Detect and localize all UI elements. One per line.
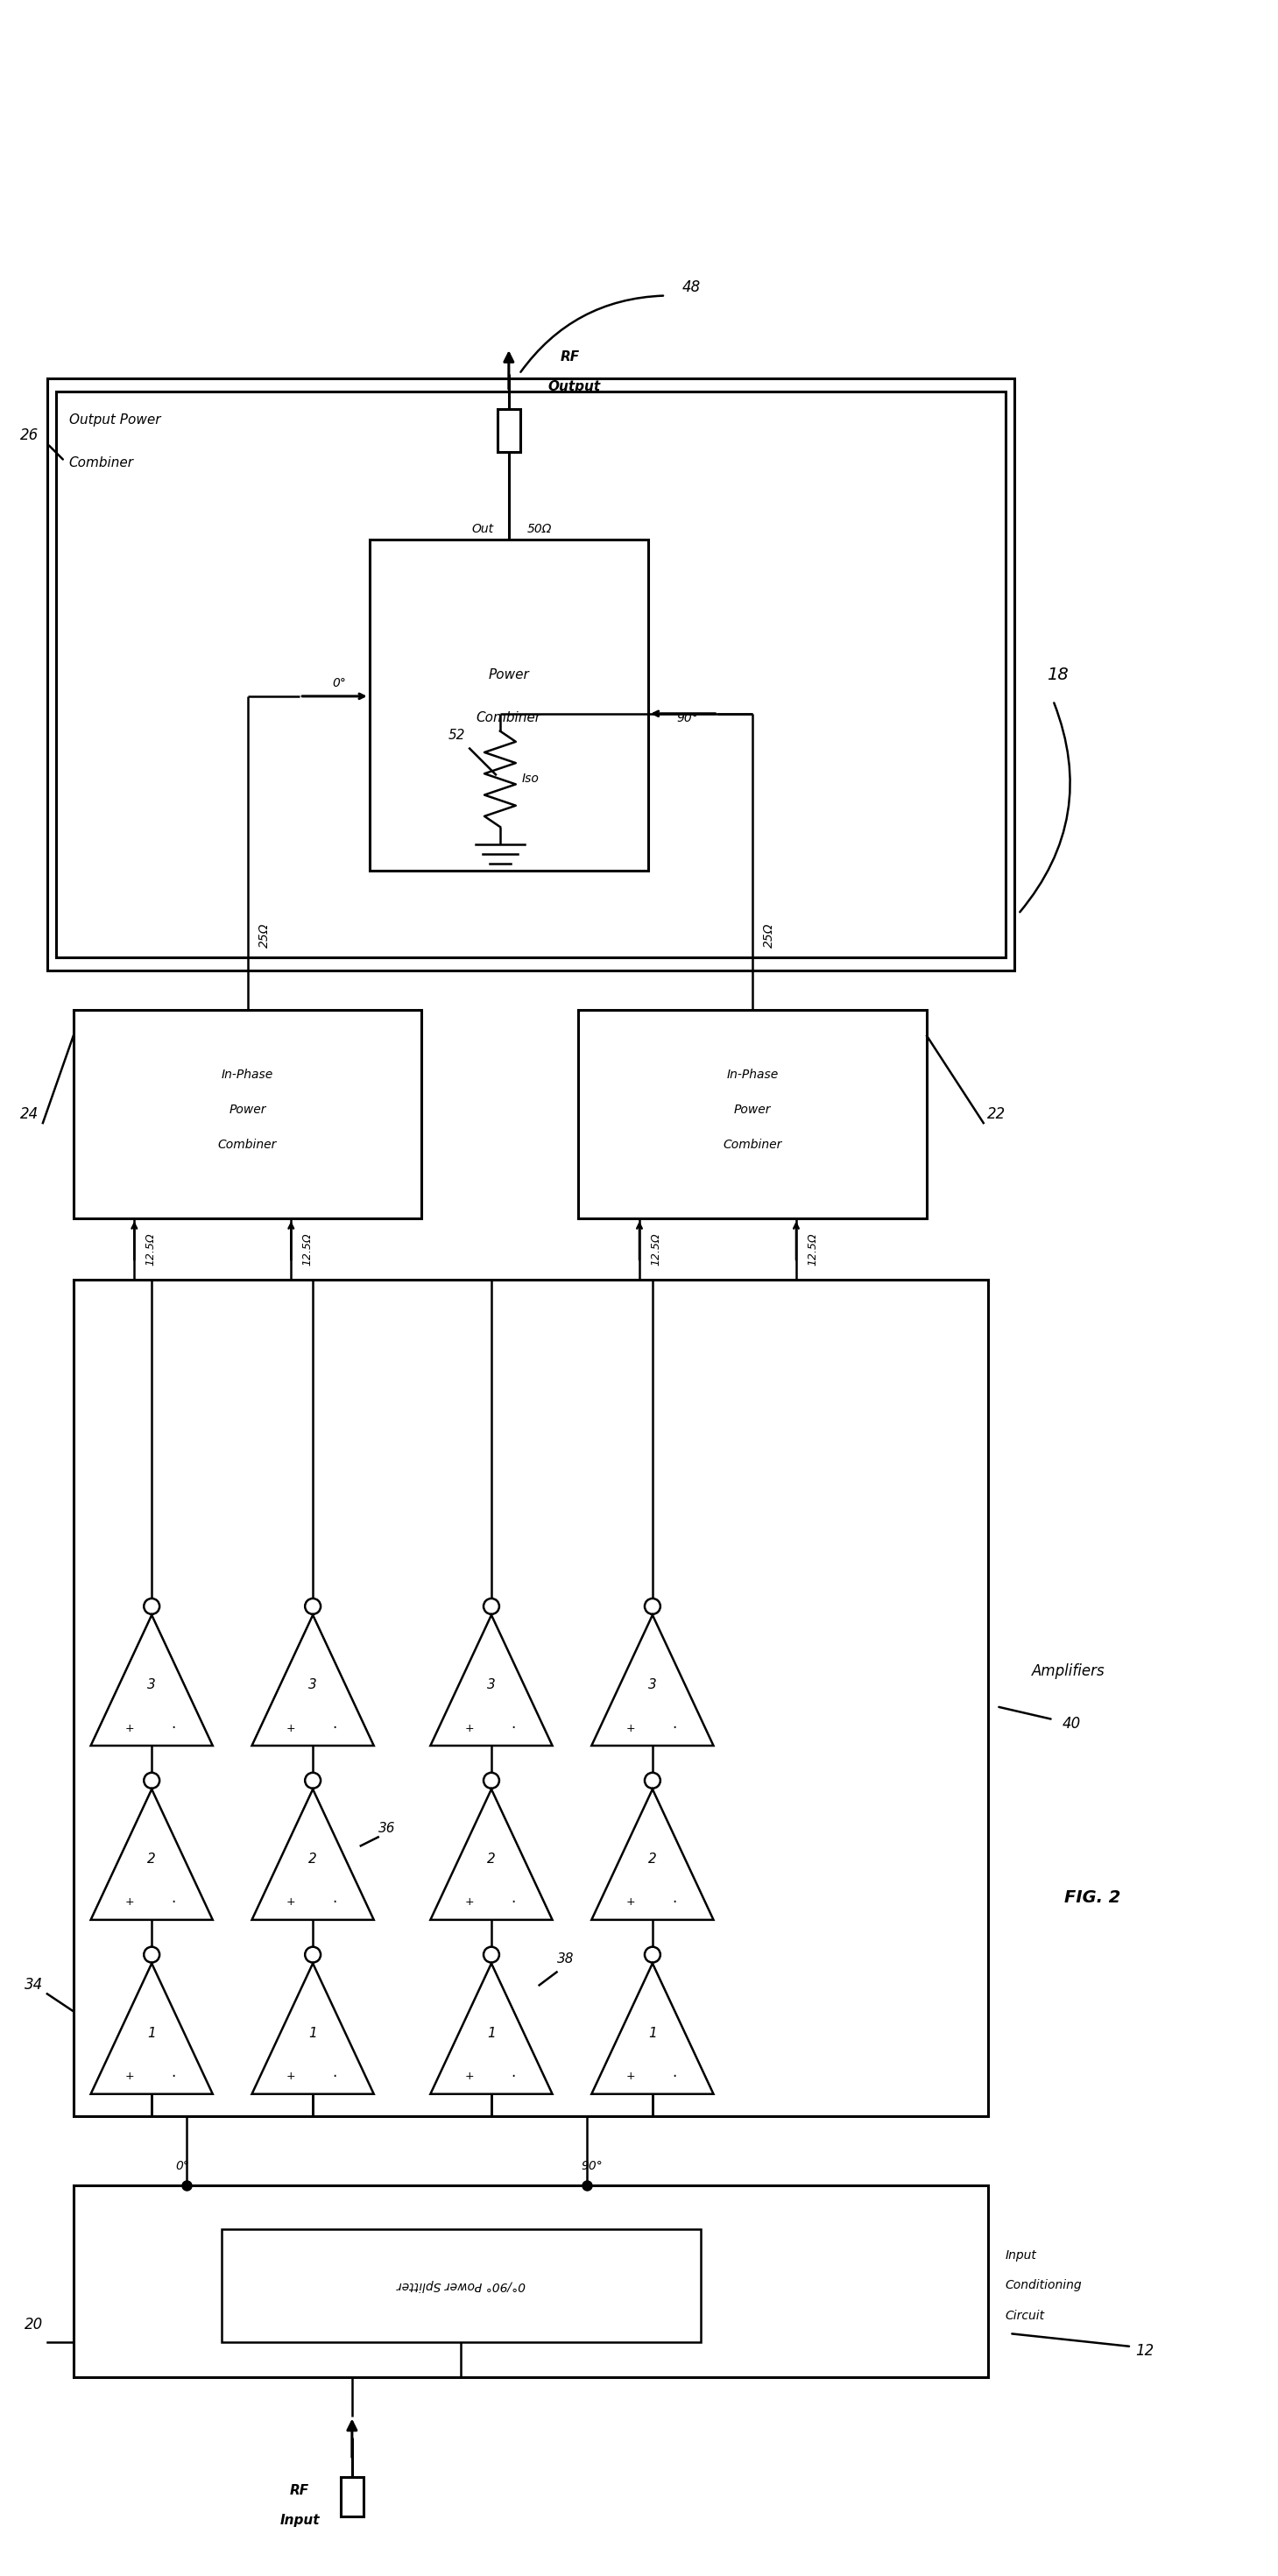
Text: 26: 26 bbox=[20, 428, 40, 443]
Text: ·: · bbox=[672, 2069, 676, 2084]
Text: Iso: Iso bbox=[521, 773, 539, 786]
Text: ·: · bbox=[672, 1721, 676, 1736]
Text: 18: 18 bbox=[1047, 667, 1068, 683]
Text: 0°/90° Power Splitter: 0°/90° Power Splitter bbox=[396, 2280, 525, 2293]
Text: +: + bbox=[626, 2071, 635, 2081]
Text: ·: · bbox=[332, 1721, 337, 1736]
Bar bbox=[56, 392, 1006, 958]
Text: 24: 24 bbox=[20, 1105, 40, 1123]
Text: 3: 3 bbox=[308, 1677, 317, 1692]
Text: 25Ω: 25Ω bbox=[258, 922, 270, 948]
Text: 12: 12 bbox=[1135, 2344, 1154, 2360]
Text: 48: 48 bbox=[682, 278, 702, 294]
Text: +: + bbox=[286, 1723, 295, 1734]
Text: Combiner: Combiner bbox=[219, 1139, 277, 1151]
Text: 20: 20 bbox=[24, 2316, 43, 2334]
Text: Input: Input bbox=[280, 2514, 320, 2527]
Text: 1: 1 bbox=[487, 2027, 496, 2040]
Text: 0°: 0° bbox=[332, 677, 346, 690]
Text: +: + bbox=[286, 1896, 295, 1909]
Text: 25Ω: 25Ω bbox=[763, 922, 776, 948]
Text: 3: 3 bbox=[147, 1677, 156, 1692]
Bar bbox=[47, 379, 1013, 971]
Text: +: + bbox=[125, 1723, 134, 1734]
Text: +: + bbox=[626, 1723, 635, 1734]
Text: ·: · bbox=[511, 2069, 515, 2084]
Bar bbox=[579, 1010, 927, 1218]
Text: 3: 3 bbox=[487, 1677, 496, 1692]
Bar bbox=[497, 410, 520, 453]
Text: 2: 2 bbox=[648, 1852, 657, 1865]
Text: ·: · bbox=[672, 1893, 676, 1911]
Text: 52: 52 bbox=[449, 729, 465, 742]
Text: Combiner: Combiner bbox=[477, 711, 541, 724]
Text: 1: 1 bbox=[648, 2027, 657, 2040]
Bar bbox=[369, 538, 648, 871]
Text: 12.5Ω: 12.5Ω bbox=[302, 1234, 313, 1265]
Text: In-Phase: In-Phase bbox=[727, 1069, 778, 1082]
Text: Output: Output bbox=[548, 381, 601, 394]
Text: +: + bbox=[465, 1896, 474, 1909]
Text: 38: 38 bbox=[557, 1953, 574, 1965]
Text: ·: · bbox=[511, 1893, 515, 1911]
Text: Input: Input bbox=[1006, 2249, 1036, 2262]
Bar bbox=[221, 2228, 700, 2342]
Text: Circuit: Circuit bbox=[1006, 2311, 1044, 2321]
Text: 40: 40 bbox=[1062, 1716, 1080, 1731]
Text: +: + bbox=[465, 2071, 474, 2081]
Text: Power: Power bbox=[488, 667, 529, 680]
Text: Conditioning: Conditioning bbox=[1006, 2280, 1082, 2293]
Text: RF: RF bbox=[290, 2483, 309, 2496]
Text: 2: 2 bbox=[487, 1852, 496, 1865]
Text: 36: 36 bbox=[378, 1821, 395, 1834]
Text: RF: RF bbox=[560, 350, 579, 363]
Text: In-Phase: In-Phase bbox=[221, 1069, 273, 1082]
Text: 2: 2 bbox=[308, 1852, 317, 1865]
Text: Combiner: Combiner bbox=[69, 456, 134, 469]
Text: ·: · bbox=[171, 1721, 176, 1736]
Text: +: + bbox=[125, 1896, 134, 1909]
Text: +: + bbox=[626, 1896, 635, 1909]
Text: 90°: 90° bbox=[580, 2161, 602, 2172]
Text: 12.5Ω: 12.5Ω bbox=[144, 1234, 156, 1265]
Text: Amplifiers: Amplifiers bbox=[1031, 1664, 1104, 1680]
Text: Power: Power bbox=[229, 1103, 266, 1115]
Text: Combiner: Combiner bbox=[723, 1139, 782, 1151]
Text: 1: 1 bbox=[147, 2027, 156, 2040]
Text: ·: · bbox=[171, 1893, 176, 1911]
Text: 12.5Ω: 12.5Ω bbox=[806, 1234, 818, 1265]
Bar bbox=[341, 2478, 363, 2517]
Bar bbox=[73, 1010, 422, 1218]
Text: 90°: 90° bbox=[676, 711, 698, 724]
Text: +: + bbox=[465, 1723, 474, 1734]
Text: 3: 3 bbox=[648, 1677, 657, 1692]
Text: 2: 2 bbox=[147, 1852, 156, 1865]
Text: +: + bbox=[125, 2071, 134, 2081]
Text: ·: · bbox=[511, 1721, 515, 1736]
Text: ·: · bbox=[332, 2069, 337, 2084]
Text: FIG. 2: FIG. 2 bbox=[1065, 1891, 1121, 1906]
Text: 34: 34 bbox=[24, 1978, 43, 1994]
Text: 50Ω: 50Ω bbox=[527, 523, 552, 536]
Text: 0°: 0° bbox=[175, 2161, 189, 2172]
Text: ·: · bbox=[332, 1893, 337, 1911]
Bar bbox=[73, 2184, 988, 2378]
Text: +: + bbox=[286, 2071, 295, 2081]
Text: Power: Power bbox=[734, 1103, 771, 1115]
Text: 22: 22 bbox=[987, 1105, 1006, 1123]
Text: ·: · bbox=[171, 2069, 176, 2084]
Text: 1: 1 bbox=[308, 2027, 317, 2040]
Bar bbox=[73, 1280, 988, 2115]
Text: 12.5Ω: 12.5Ω bbox=[651, 1234, 661, 1265]
Text: Out: Out bbox=[472, 523, 493, 536]
Text: Output Power: Output Power bbox=[69, 412, 161, 428]
